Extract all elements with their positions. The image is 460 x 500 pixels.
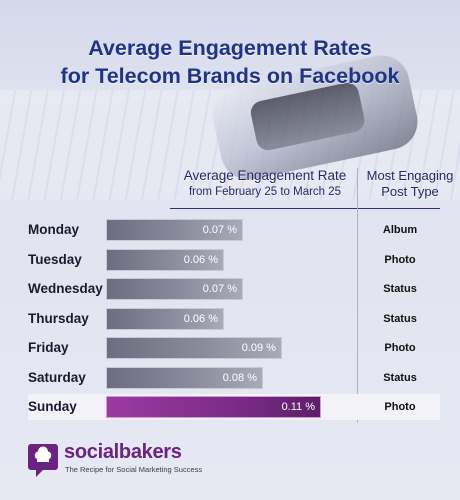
data-label: 0.07 % (202, 283, 237, 295)
chart-row-friday: Friday 0.09 % Photo (28, 335, 440, 361)
title-line-1: Average Engagement Rates (88, 36, 372, 60)
footer: socialbakers The Recipe for Social Marke… (28, 438, 328, 482)
type-header-line-2: Post Type (381, 184, 439, 199)
chart-row-wednesday: Wednesday 0.07 % Status (28, 276, 440, 302)
bar-thursday (106, 307, 224, 330)
category-label: Saturday (28, 369, 86, 385)
chart-row-monday: Monday 0.07 % Album (28, 217, 440, 243)
chart-row-thursday: Thursday 0.06 % Status (28, 306, 440, 332)
bar-saturday (106, 366, 263, 389)
data-label: 0.07 % (202, 224, 237, 236)
data-label: 0.06 % (183, 312, 218, 325)
post-type-label: Album (382, 224, 418, 236)
socialbakers-chef-hat-icon (28, 444, 58, 477)
post-type-label: Status (383, 371, 417, 384)
post-type-label: Status (383, 312, 417, 325)
category-label: Wednesday (28, 281, 103, 296)
bar-friday (106, 337, 282, 359)
type-header-line-1: Most Engaging (366, 168, 454, 183)
rate-subheader: from February 25 to March 25 (188, 186, 342, 198)
category-label: Friday (28, 340, 69, 355)
column-separator (357, 168, 358, 423)
header-rule (170, 208, 440, 209)
chart-row-sunday: Sunday 0.11 % Photo (28, 394, 440, 420)
chart-title: Average Engagement Rates for Telecom Bra… (0, 34, 460, 90)
data-label: 0.09 % (241, 342, 276, 354)
rate-header: Average Engagement Rate (183, 168, 347, 183)
category-label: Monday (28, 222, 80, 237)
category-label: Sunday (28, 399, 77, 414)
post-type-label: Photo (384, 253, 416, 266)
brand-name: socialbakers (64, 441, 182, 463)
title-line-2: for Telecom Brands on Facebook (60, 64, 400, 88)
post-type-label: Photo (384, 401, 416, 413)
data-label: 0.11 % (281, 401, 315, 413)
chart-row-saturday: Saturday 0.08 % Status (28, 365, 440, 391)
rate-column-header: Average Engagement Rate from February 25… (170, 168, 360, 200)
bar-tuesday (106, 248, 224, 271)
category-label: Thursday (28, 310, 89, 326)
category-label: Tuesday (28, 251, 82, 267)
data-label: 0.08 % (222, 371, 257, 384)
post-type-label: Photo (384, 342, 416, 354)
data-label: 0.06 % (183, 253, 218, 266)
type-column-header: Most Engaging Post Type (360, 168, 460, 200)
chart-row-tuesday: Tuesday 0.06 % Photo (28, 247, 440, 273)
bar-monday (106, 219, 243, 241)
bar-wednesday (106, 278, 243, 300)
bar-sunday (106, 396, 321, 418)
brand-tagline: The Recipe for Social Marketing Success (65, 465, 203, 474)
post-type-label: Status (383, 283, 417, 295)
